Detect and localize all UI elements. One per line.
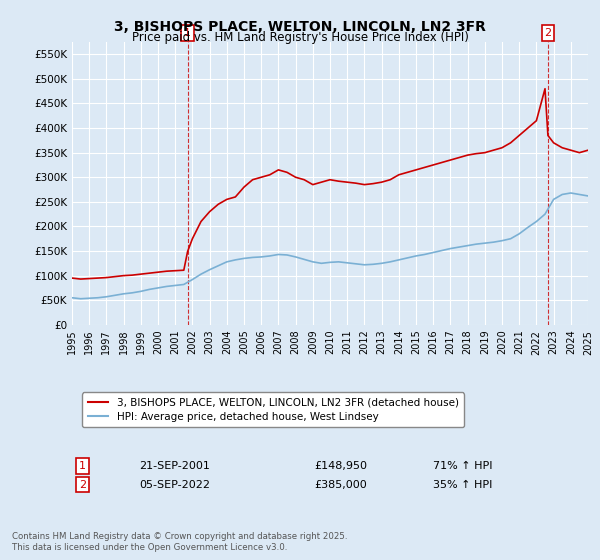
Text: £385,000: £385,000 (314, 479, 367, 489)
Text: 2: 2 (544, 28, 551, 38)
Text: £148,950: £148,950 (314, 461, 368, 471)
Text: 1: 1 (184, 28, 191, 38)
Text: 05-SEP-2022: 05-SEP-2022 (139, 479, 210, 489)
Legend: 3, BISHOPS PLACE, WELTON, LINCOLN, LN2 3FR (detached house), HPI: Average price,: 3, BISHOPS PLACE, WELTON, LINCOLN, LN2 3… (82, 393, 464, 427)
Text: 21-SEP-2001: 21-SEP-2001 (139, 461, 210, 471)
Text: 3, BISHOPS PLACE, WELTON, LINCOLN, LN2 3FR: 3, BISHOPS PLACE, WELTON, LINCOLN, LN2 3… (114, 20, 486, 34)
Text: 1: 1 (79, 461, 86, 471)
Text: Contains HM Land Registry data © Crown copyright and database right 2025.
This d: Contains HM Land Registry data © Crown c… (12, 532, 347, 552)
Text: 35% ↑ HPI: 35% ↑ HPI (433, 479, 493, 489)
Text: 2: 2 (79, 479, 86, 489)
Text: Price paid vs. HM Land Registry's House Price Index (HPI): Price paid vs. HM Land Registry's House … (131, 31, 469, 44)
Text: 71% ↑ HPI: 71% ↑ HPI (433, 461, 493, 471)
